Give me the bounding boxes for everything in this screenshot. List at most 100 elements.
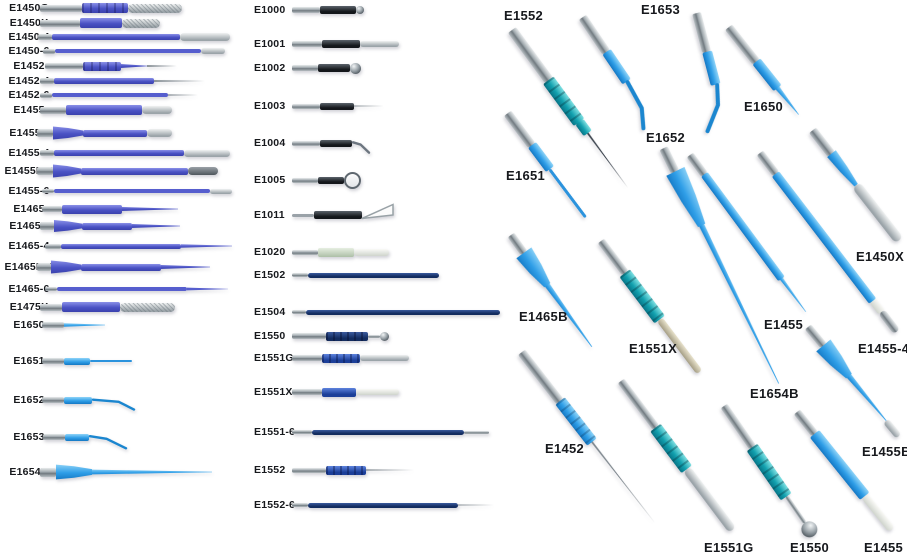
product-label-E1452-6: E1452-6 [8, 89, 50, 101]
metal-segment [692, 11, 712, 53]
bladeW-segment [356, 389, 399, 395]
collage-product-label-E1550: E1550 [790, 540, 830, 555]
angle-tip-icon [351, 141, 371, 154]
bladeT-segment [128, 3, 182, 13]
product-image-E1551X [292, 383, 399, 401]
metal-segment [45, 63, 83, 69]
metal-segment [292, 41, 322, 47]
teal-segment [575, 118, 592, 137]
violetS-segment [57, 287, 187, 291]
violet-segment [53, 164, 81, 178]
metal-segment [725, 24, 760, 65]
product-image-E1651 [42, 352, 132, 370]
collage-product-image-E1452 [512, 344, 666, 531]
collage-product-image-E1652 [572, 10, 665, 131]
metal-segment [40, 4, 82, 12]
metal-segment [878, 309, 900, 335]
metal-segment [368, 334, 380, 338]
tealR-segment [747, 443, 792, 501]
violet-segment [80, 18, 122, 28]
black-segment [320, 102, 354, 110]
product-label-E1651: E1651 [13, 355, 45, 367]
cyan-segment [65, 433, 89, 441]
cyanS-segment [548, 168, 588, 218]
product-label-E1652: E1652 [13, 394, 45, 406]
metal-segment [40, 78, 54, 84]
dark-segment [586, 132, 629, 189]
product-label-E1005: E1005 [254, 174, 286, 186]
violet-segment [62, 204, 122, 214]
metal-segment [42, 397, 64, 403]
violetS-segment [187, 287, 228, 291]
black-segment [314, 211, 362, 219]
violet-segment [122, 206, 178, 212]
collage-product-label-E1650: E1650 [744, 99, 784, 114]
product-label-E1455: E1455 [13, 104, 45, 116]
metal-segment [292, 7, 320, 13]
product-label-E1502: E1502 [254, 269, 286, 281]
tealR-segment [650, 423, 693, 473]
product-image-E1504 [292, 303, 500, 321]
tealR-segment [619, 268, 666, 324]
ballm-segment [350, 62, 361, 74]
cyan-segment [64, 396, 92, 404]
cyan-segment [846, 374, 889, 424]
cyan-segment [64, 357, 90, 365]
blueR-segment [326, 465, 366, 475]
metal-segment [292, 249, 318, 255]
product-image-E1455B-4 [37, 162, 218, 180]
product-label-E1455-4: E1455-4 [8, 147, 50, 159]
product-image-E1452-6 [40, 86, 198, 104]
cyan-segment [92, 469, 212, 475]
metal-segment [292, 310, 306, 314]
violetS-segment [52, 93, 168, 97]
metal-segment [43, 48, 55, 54]
product-label-E1653: E1653 [13, 431, 45, 443]
product-image-E1001 [292, 35, 399, 53]
metal-segment [507, 232, 528, 256]
collage-product-label-E1551X: E1551X [629, 341, 678, 356]
metal-segment [617, 378, 660, 430]
product-image-E1552-6 [292, 496, 494, 514]
silver-segment [354, 105, 384, 107]
collage-product-label-E1651: E1651 [506, 168, 546, 183]
metal-segment [42, 358, 64, 364]
metal-segment [464, 430, 489, 434]
product-image-E1455-6 [42, 182, 232, 200]
product-image-E1455 [40, 101, 172, 119]
metal-segment [45, 243, 61, 249]
product-image-E1502 [292, 266, 439, 284]
product-image-E1450-6 [43, 42, 225, 60]
metal-segment [292, 177, 318, 183]
bladeT-segment [120, 302, 175, 312]
product-label-E1650: E1650 [13, 319, 45, 331]
violet-segment [54, 78, 154, 84]
cyan-segment [752, 58, 782, 92]
metal-segment [579, 14, 611, 55]
product-label-E1020: E1020 [254, 246, 286, 258]
metal-segment [42, 189, 54, 193]
bladeT-segment [122, 18, 160, 28]
bent-tip-icon [91, 398, 136, 411]
bent-tip-icon [625, 80, 646, 131]
product-label-E1001: E1001 [254, 38, 286, 50]
product-image-E1550 [292, 327, 389, 345]
product-label-E1002: E1002 [254, 62, 286, 74]
navy-segment [306, 309, 500, 315]
product-image-E1005 [292, 171, 361, 189]
bladeW-segment [861, 493, 895, 533]
product-image-E1450G [40, 0, 182, 17]
silver-segment [458, 504, 494, 506]
product-label-E1450G: E1450G [9, 2, 49, 14]
violetR-segment [82, 3, 128, 13]
product-image-E1652 [42, 391, 136, 411]
product-image-E1455B [37, 124, 172, 142]
cyanS-segment [90, 360, 132, 362]
product-image-E1654B [40, 463, 212, 481]
bladeG-segment [184, 149, 230, 157]
violet-segment [54, 150, 184, 156]
navyR-segment [326, 331, 368, 341]
collage-product-image-E1465B [500, 227, 602, 354]
